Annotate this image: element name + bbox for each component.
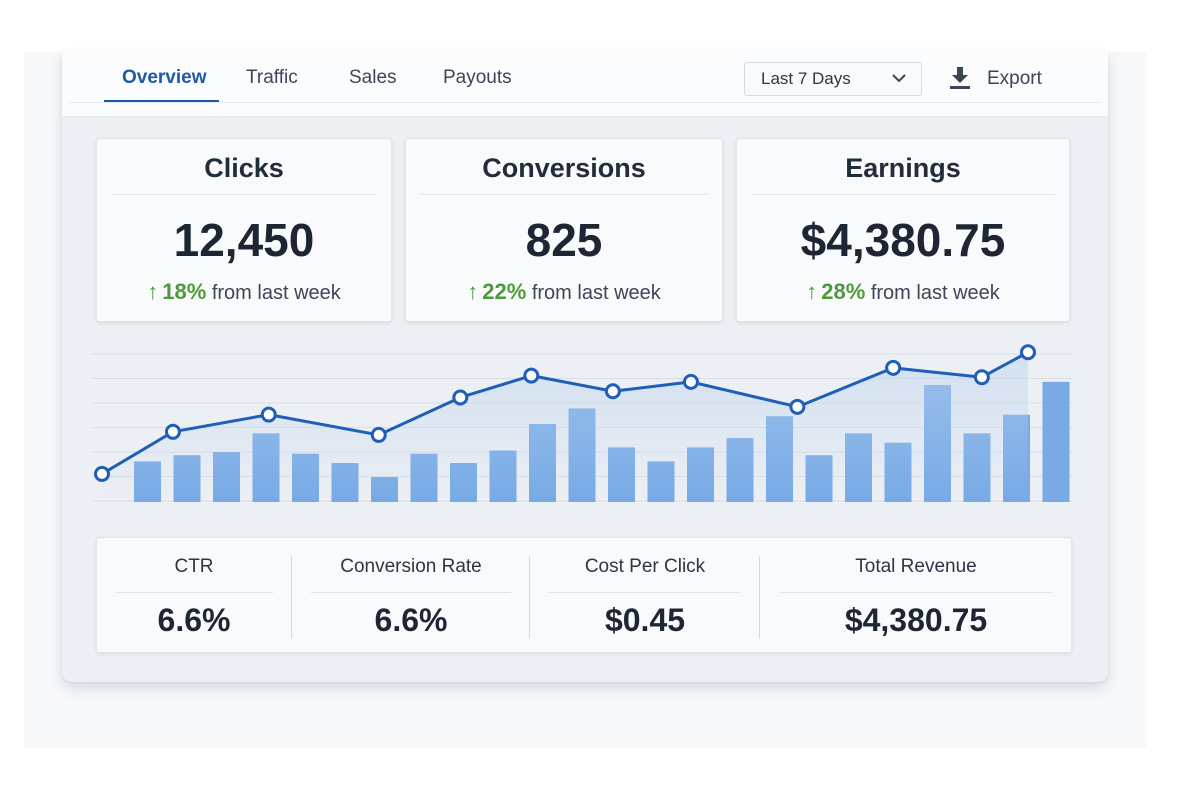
column-divider [529,556,530,638]
up-arrow-icon: ↑ [147,279,159,304]
kpi-change-text: from last week [531,282,661,304]
chart-point [885,359,902,376]
kpi-change: ↑ 28% from last week [737,279,1069,305]
summary-stats-bar: CTR 6.6% Conversion Rate 6.6% Cost Per C… [96,537,1072,653]
stat-divider-line [549,592,741,593]
percent-sign: % [506,279,527,304]
kpi-value: $4,380.75 [800,214,1006,266]
download-icon [950,67,970,89]
chart-point [260,406,277,423]
stat-label: Conversion Rate [340,556,482,577]
kpi-card-clicks: Clicks 12,450 ↑ 18% from last week [96,138,392,322]
kpi-change-percent: 18 [162,279,187,304]
dashboard-panel: Overview Traffic Sales Payouts Last 7 Da… [62,52,1108,682]
chart-bar [1042,381,1070,502]
kpi-change: ↑ 22% from last week [406,279,722,305]
kpi-value: 825 [525,214,603,266]
kpi-title: Earnings [845,153,961,183]
stat-divider-line [311,592,511,593]
up-arrow-icon: ↑ [806,279,818,304]
column-divider [759,556,760,638]
kpi-card-earnings: Earnings $4,380.75 ↑ 28% from last week [736,138,1070,322]
top-nav-bar: Overview Traffic Sales Payouts Last 7 Da… [62,52,1108,117]
percent-sign: % [186,279,207,304]
chart-area [102,352,1028,502]
chart-point [164,423,181,440]
kpi-change-percent: 28 [821,279,846,304]
chart-point [452,389,469,406]
chart-point [789,398,806,415]
chart-point [523,367,540,384]
stat-value: 6.6% [374,602,448,638]
stat-label: Total Revenue [855,556,977,577]
stat-label: CTR [174,556,214,577]
kpi-change-text: from last week [211,282,341,304]
chart-point [682,373,699,390]
kpi-divider [420,194,708,195]
percent-sign: % [845,279,866,304]
kpi-change: ↑ 18% from last week [97,279,391,305]
stat-divider-line [115,592,273,593]
kpi-change-percent: 22 [482,279,507,304]
kpi-title: Clicks [204,153,284,183]
chart-point [1020,344,1036,361]
chevron-down-icon [892,74,906,83]
column-divider [291,556,292,638]
chart-point [973,369,990,386]
stat-value: $0.45 [604,602,686,638]
tab-sales[interactable]: Sales [349,67,397,88]
kpi-value: 12,450 [173,214,315,266]
stat-cost-per-click: Cost Per Click $0.45 [531,538,759,652]
export-label: Export [987,68,1042,89]
stat-label: Cost Per Click [584,556,706,577]
export-button[interactable]: Export [946,62,1050,94]
chart-line [101,350,1029,476]
tab-payouts[interactable]: Payouts [443,67,512,88]
earnings-chart [92,344,1072,502]
tab-overview[interactable]: Overview [122,67,207,88]
active-tab-indicator [104,100,219,103]
kpi-change-text: from last week [870,282,1000,304]
stat-value: $4,380.75 [844,602,988,638]
tab-traffic[interactable]: Traffic [246,67,298,88]
up-arrow-icon: ↑ [467,279,479,304]
chart-point [94,465,110,482]
chart-point [604,383,621,400]
stat-total-revenue: Total Revenue $4,380.75 [761,538,1071,652]
chart-point [370,426,387,443]
stat-conversion-rate: Conversion Rate 6.6% [293,538,529,652]
date-range-select[interactable]: Last 7 Days [744,62,922,96]
kpi-divider [751,194,1055,195]
date-range-label: Last 7 Days [761,69,851,88]
kpi-title: Conversions [482,153,646,183]
kpi-card-conversions: Conversions 825 ↑ 22% from last week [405,138,723,322]
topbar-divider [70,102,1100,103]
stat-divider-line [779,592,1053,593]
stat-value: 6.6% [157,602,231,638]
stat-ctr: CTR 6.6% [97,538,291,652]
kpi-divider [111,194,377,195]
